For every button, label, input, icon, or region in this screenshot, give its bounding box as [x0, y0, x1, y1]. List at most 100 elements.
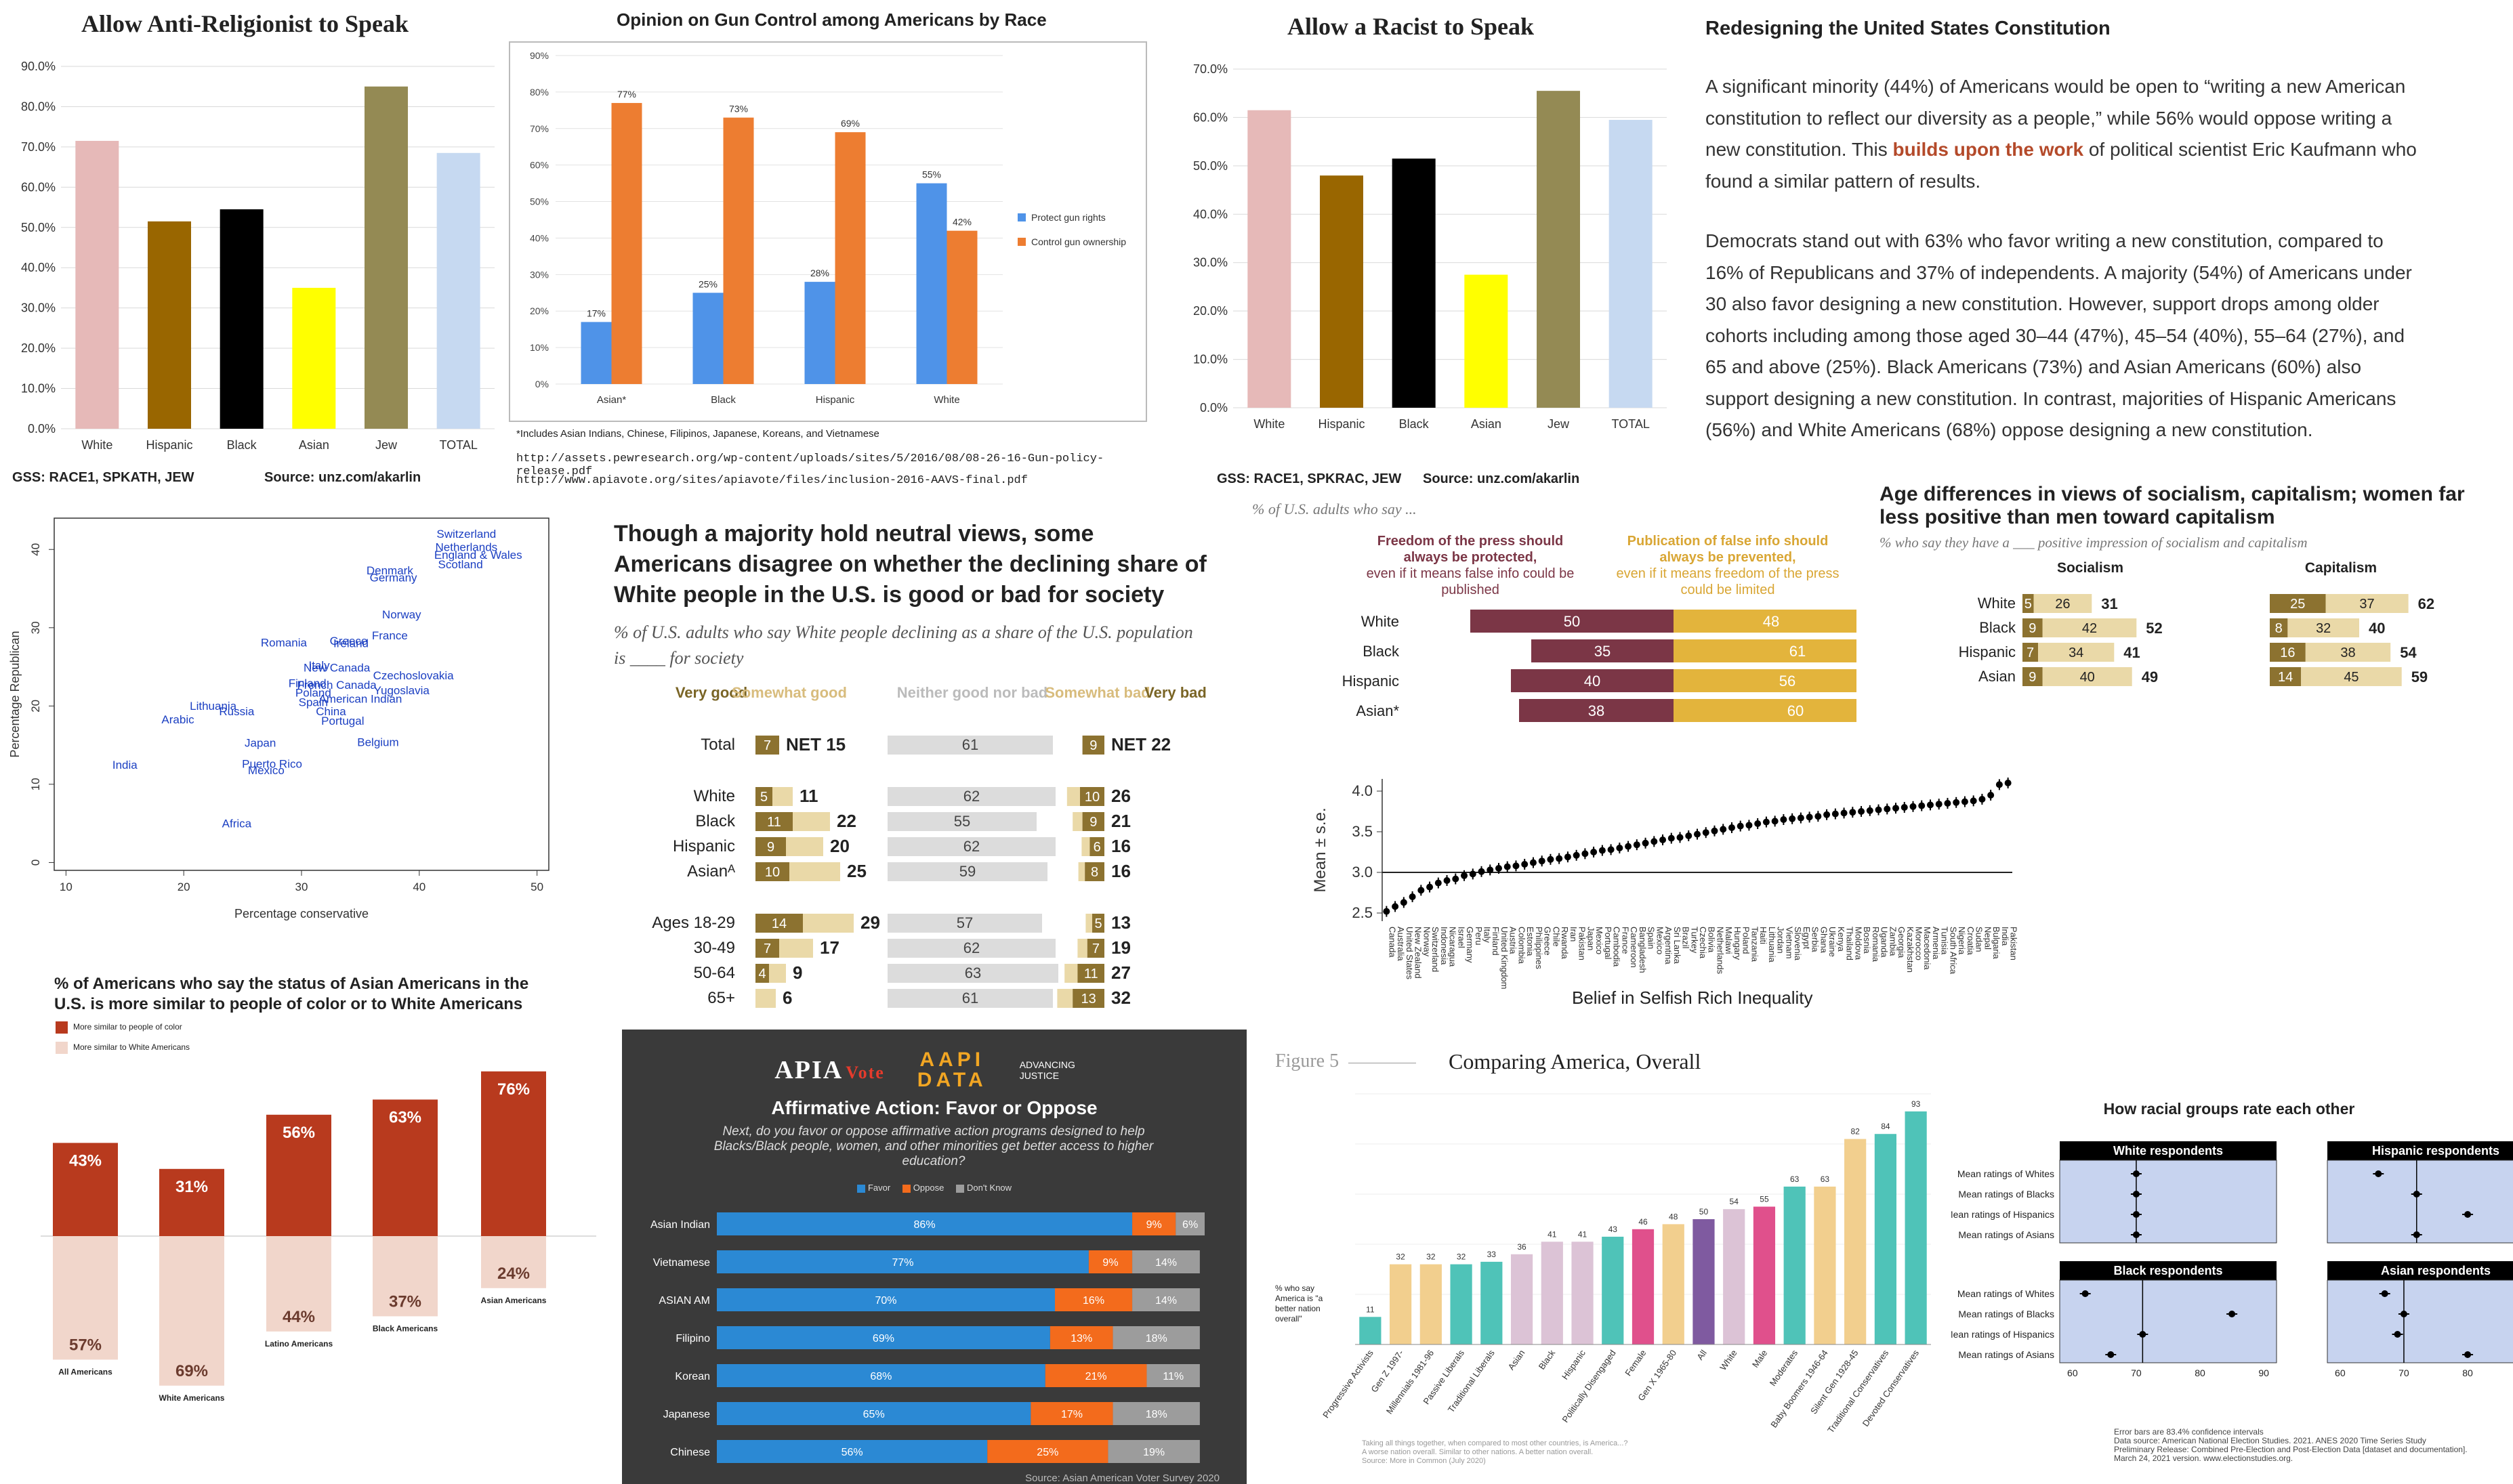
- legend-bottom: More similar to White Americans: [56, 1042, 190, 1054]
- panel-area: [2059, 1160, 2277, 1244]
- panel-header: [2060, 1141, 2277, 1160]
- bar-somewhat-good: [789, 862, 840, 881]
- bar: [1723, 1209, 1745, 1344]
- x-tick-label: Hispanic: [146, 438, 192, 452]
- bar-don-t-know: [1132, 1250, 1200, 1273]
- country-label: Japan: [1585, 927, 1596, 950]
- x-tick-label: 20: [178, 881, 190, 893]
- panel-area: [2327, 1160, 2513, 1244]
- mean-point: [1961, 798, 1968, 805]
- point-label: Italy: [308, 659, 330, 672]
- bar-jew: [1537, 91, 1580, 408]
- bar-total: [1608, 120, 1653, 408]
- point-label: Japan: [245, 736, 276, 749]
- row-label: 50-64: [694, 964, 735, 982]
- net-bad-label: 16: [1111, 836, 1131, 856]
- bar-white: [75, 140, 119, 429]
- bar-value: 9: [1089, 815, 1097, 830]
- x-tick-label: 50: [531, 881, 543, 893]
- bar-value: 13: [1081, 992, 1096, 1006]
- mean-point: [1642, 839, 1649, 847]
- bar-socialism-very: [2022, 643, 2039, 662]
- mean-point: [1400, 899, 1407, 906]
- mean-point: [1659, 836, 1667, 843]
- source-url-1[interactable]: http://assets.pewresearch.org/wp-content…: [516, 452, 1104, 478]
- bar-value: 68%: [870, 1371, 892, 1382]
- x-tick-label: Asian: [299, 438, 329, 452]
- point-label: Finland: [289, 677, 327, 690]
- row-label: Hispanic: [1959, 643, 2016, 660]
- panel-area: [2059, 1279, 2277, 1363]
- bar-value: 14: [2278, 670, 2293, 685]
- bar-value: 18%: [1146, 1333, 1167, 1344]
- anti-religionist-plot: 0.0% 10.0% 20.0% 30.0% 40.0% 50.0% 60.0% 70.0% 8…: [21, 60, 495, 452]
- bar-black: [1392, 158, 1436, 408]
- country-label: Bangladesh: [1638, 927, 1648, 973]
- panel-title: Black respondents: [2113, 1264, 2222, 1277]
- point-label: Switzerland: [436, 528, 496, 540]
- bar-value: 17%: [1061, 1409, 1083, 1420]
- mean-point: [1831, 810, 1839, 818]
- y-tick-label: 20.0%: [21, 341, 56, 355]
- mean-point: [1720, 826, 1727, 833]
- bar-very-good: [755, 964, 769, 983]
- x-tick-label: TOTAL: [1611, 417, 1649, 431]
- bar-value: 16: [2280, 645, 2295, 660]
- legend-swatch: [902, 1184, 911, 1193]
- x-tick-label: Politically Disengaged: [1560, 1348, 1617, 1424]
- bar-very-good: [755, 837, 786, 856]
- net-label: 31: [2101, 595, 2117, 612]
- bar-capitalism-somewhat: [2325, 594, 2409, 613]
- point-label: Scotland: [438, 558, 483, 571]
- bar-very-bad: [1080, 787, 1104, 806]
- net-label: 40: [2369, 620, 2385, 637]
- bar-neither: [888, 989, 1053, 1008]
- row-label: Asian*: [1356, 702, 1399, 719]
- socialism-capitalism-chart: Age differences in views of socialism, c…: [1870, 478, 2513, 701]
- point-label: Puerto Rico: [242, 758, 302, 771]
- bar-value: 9: [767, 840, 774, 855]
- bar-oppose: [1088, 1250, 1133, 1273]
- mean-point: [1607, 846, 1615, 853]
- mean-point: [2375, 1170, 2382, 1177]
- row-label: Vietnamese: [653, 1257, 710, 1269]
- bar-somewhat-good: [786, 837, 823, 856]
- data-label: 41: [1548, 1229, 1557, 1239]
- net-bad-label: 13: [1111, 912, 1131, 933]
- row-label: Black: [1363, 643, 1400, 660]
- legend-label: Oppose: [913, 1183, 944, 1193]
- source-url-2[interactable]: http://www.apiavote.org/sites/apiavote/f…: [516, 474, 1028, 487]
- mean-point: [1737, 822, 1744, 830]
- bar-value: 5: [2024, 597, 2032, 612]
- bar-neither: [888, 837, 1056, 856]
- bar-somewhat-bad: [1064, 964, 1078, 983]
- country-label: Indonesia: [1439, 927, 1449, 965]
- bar: [1510, 1254, 1533, 1344]
- chart-title: Though a majority hold neutral views, so…: [614, 521, 1207, 608]
- country-label: Argentina: [1663, 927, 1674, 964]
- country-label: Bolivia: [1707, 927, 1717, 953]
- country-label: Turkey: [1689, 927, 1699, 954]
- mean-point: [1849, 809, 1856, 816]
- article-title: Redesigning the United States Constituti…: [1705, 18, 2111, 39]
- bar-white-americans: [481, 1236, 546, 1288]
- mean-point: [1667, 834, 1675, 842]
- country-label: Estonia: [1525, 927, 1535, 956]
- x-tick-label: Black: [1537, 1348, 1558, 1372]
- data-label: 55: [1760, 1195, 1769, 1204]
- republican-scatter-plot: 10 20 30 40 50 0 10 20 30 40 Percentage conservati…: [8, 517, 549, 920]
- builds-upon-link[interactable]: builds upon the work: [1892, 139, 2084, 160]
- bar-somewhat-bad: [1081, 837, 1090, 856]
- bar-value: 5: [1094, 916, 1102, 931]
- chart-footer-left: GSS: RACE1, SPKRAC, JEW: [1217, 471, 1402, 486]
- row-label: Japanese: [663, 1409, 710, 1420]
- row-label: Mean ratings of Blacks: [1958, 1189, 2054, 1200]
- x-tick-label: Jew: [1548, 417, 1570, 431]
- left-header-title: Freedom of the press should always be pr…: [1377, 534, 1564, 565]
- mean-point: [2400, 1311, 2407, 1317]
- bar-jew: [365, 86, 408, 429]
- mean-point: [1392, 903, 1399, 910]
- bar-prevent-false-info: [1674, 639, 1856, 662]
- mean-point: [1762, 818, 1770, 826]
- panel-title: Hispanic respondents: [2372, 1144, 2499, 1158]
